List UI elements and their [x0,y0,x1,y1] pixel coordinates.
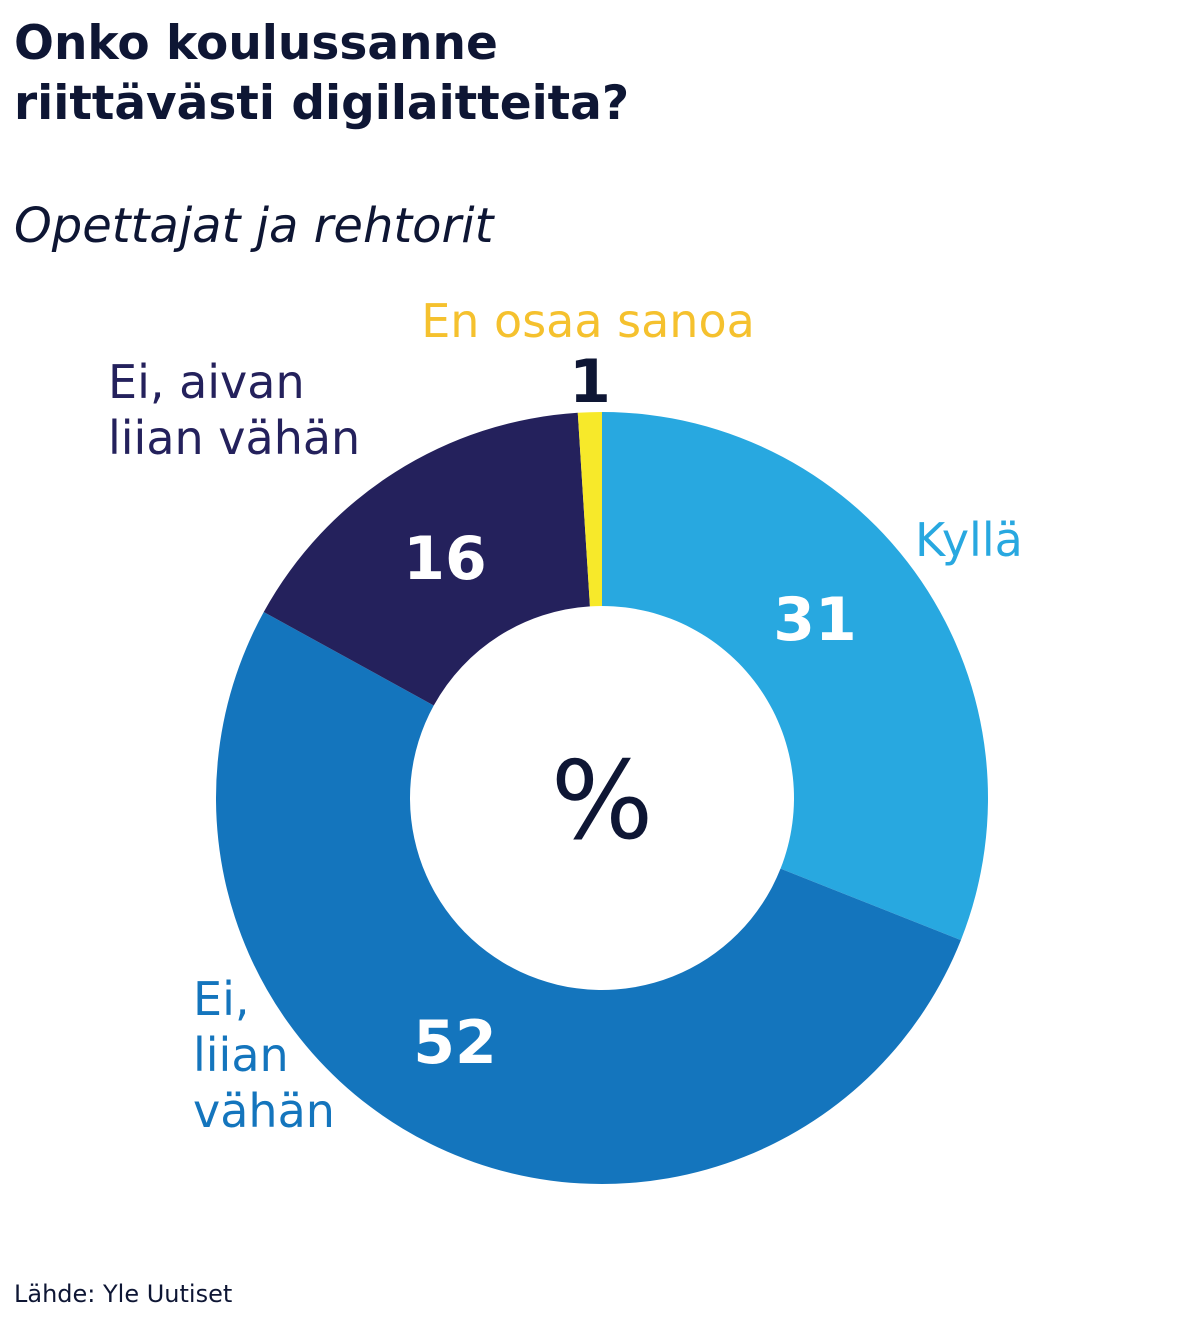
chart-title-line-2: riittävästi digilaitteita? [14,76,630,131]
donut-slices [216,412,988,1184]
source-note: Lähde: Yle Uutiset [14,1280,233,1308]
slice-value-label-1: 31 [773,585,857,655]
donut-slice-1 [602,412,988,941]
slice-category-label-2-line-1: Ei, [193,972,249,1026]
slice-category-label-4-line-1: En osaa sanoa [421,294,755,348]
donut-slice-2 [216,612,961,1184]
donut-slice-3 [263,412,590,706]
slice-category-label-3-line-2: liian vähän [108,411,360,465]
slice-category-label-2-line-3: vähän [193,1084,335,1138]
slice-value-label-3: 16 [403,524,487,594]
chart-title: Onko koulussanne riittävästi digilaittei… [14,14,629,134]
slice-category-label-2-line-2: liian [193,1028,289,1082]
slice-value-label-2: 52 [413,1008,497,1078]
slice-category-label-1-line-1: Kyllä [915,513,1023,567]
slice-category-label-3-line-1: Ei, aivan [108,355,305,409]
chart-title-line-1: Onko koulussanne [14,16,498,71]
donut-center-unit-label: % [551,739,654,864]
donut-slice-4 [577,412,602,607]
slice-value-label-4: 1 [569,347,611,417]
chart-subtitle: Opettajat ja rehtorit [14,198,494,254]
